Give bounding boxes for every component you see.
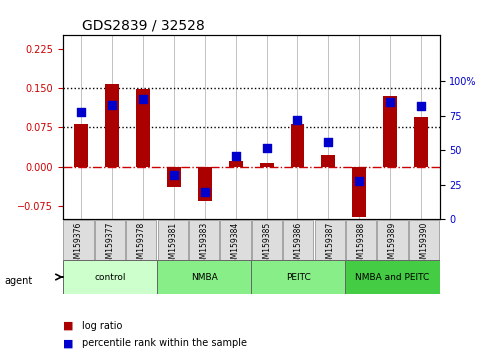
Text: NMBA: NMBA xyxy=(191,273,217,281)
Bar xyxy=(105,84,119,167)
Bar xyxy=(260,163,273,167)
Text: GDS2839 / 32528: GDS2839 / 32528 xyxy=(82,19,204,33)
Text: percentile rank within the sample: percentile rank within the sample xyxy=(82,338,247,348)
Text: GSM159390: GSM159390 xyxy=(419,222,428,268)
FancyBboxPatch shape xyxy=(63,220,94,260)
Text: GSM159387: GSM159387 xyxy=(325,222,334,268)
Bar xyxy=(198,167,212,201)
Point xyxy=(108,102,116,107)
Point xyxy=(201,189,209,195)
FancyBboxPatch shape xyxy=(126,220,156,260)
FancyBboxPatch shape xyxy=(189,220,219,260)
Point xyxy=(139,96,147,102)
Text: GSM159381: GSM159381 xyxy=(168,222,177,268)
FancyBboxPatch shape xyxy=(409,220,439,260)
Bar xyxy=(229,161,242,167)
Text: agent: agent xyxy=(5,276,33,286)
Text: GSM159383: GSM159383 xyxy=(199,222,209,268)
Text: ■: ■ xyxy=(63,321,73,331)
Point xyxy=(77,109,85,114)
FancyBboxPatch shape xyxy=(251,260,345,294)
Bar xyxy=(383,96,397,167)
FancyBboxPatch shape xyxy=(252,220,282,260)
FancyBboxPatch shape xyxy=(345,260,440,294)
FancyBboxPatch shape xyxy=(95,220,125,260)
Text: PEITC: PEITC xyxy=(286,273,311,281)
Bar xyxy=(136,89,150,167)
Bar xyxy=(167,167,181,187)
Text: GSM159386: GSM159386 xyxy=(294,222,303,268)
Point xyxy=(170,172,178,178)
Point xyxy=(232,153,240,159)
Point xyxy=(325,139,332,145)
Bar xyxy=(291,124,304,167)
Text: GSM159388: GSM159388 xyxy=(356,222,366,268)
Bar xyxy=(74,124,88,167)
Point xyxy=(417,103,425,109)
FancyBboxPatch shape xyxy=(157,220,188,260)
Bar xyxy=(414,117,428,167)
Text: GSM159384: GSM159384 xyxy=(231,222,240,268)
FancyBboxPatch shape xyxy=(377,220,408,260)
Text: GSM159389: GSM159389 xyxy=(388,222,397,268)
Text: log ratio: log ratio xyxy=(82,321,123,331)
Bar xyxy=(321,155,335,167)
FancyBboxPatch shape xyxy=(157,260,251,294)
Text: GSM159385: GSM159385 xyxy=(262,222,271,268)
Text: GSM159377: GSM159377 xyxy=(105,222,114,268)
Text: ■: ■ xyxy=(63,338,73,348)
FancyBboxPatch shape xyxy=(220,220,251,260)
FancyBboxPatch shape xyxy=(314,220,345,260)
Text: control: control xyxy=(94,273,126,281)
FancyBboxPatch shape xyxy=(63,260,157,294)
Bar xyxy=(352,167,366,217)
FancyBboxPatch shape xyxy=(283,220,313,260)
Point xyxy=(386,99,394,105)
Point xyxy=(294,117,301,122)
Point xyxy=(263,145,270,150)
FancyBboxPatch shape xyxy=(346,220,376,260)
Text: GSM159378: GSM159378 xyxy=(137,222,146,268)
Text: GSM159376: GSM159376 xyxy=(74,222,83,268)
Text: NMBA and PEITC: NMBA and PEITC xyxy=(355,273,429,281)
Point xyxy=(355,178,363,184)
